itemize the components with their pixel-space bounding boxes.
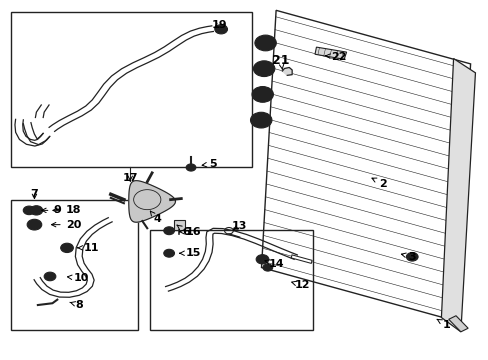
Circle shape [61, 243, 73, 252]
Polygon shape [314, 47, 346, 59]
Text: 22: 22 [325, 52, 346, 62]
Text: 15: 15 [180, 248, 201, 258]
Circle shape [250, 112, 271, 128]
Text: 7: 7 [31, 189, 38, 199]
Circle shape [263, 264, 272, 271]
Polygon shape [128, 181, 175, 222]
Circle shape [186, 164, 196, 171]
Circle shape [253, 61, 274, 77]
Text: 16: 16 [180, 227, 201, 237]
Polygon shape [441, 59, 474, 332]
Text: 5: 5 [202, 159, 216, 169]
Circle shape [163, 227, 174, 235]
Text: 9: 9 [41, 205, 61, 215]
Circle shape [254, 35, 276, 51]
Text: 6: 6 [177, 225, 190, 237]
Text: 17: 17 [122, 173, 138, 183]
Text: 4: 4 [150, 211, 161, 224]
Text: 1: 1 [436, 319, 449, 330]
Text: 14: 14 [264, 259, 284, 269]
Circle shape [23, 206, 35, 215]
Text: 13: 13 [231, 221, 247, 231]
Circle shape [44, 272, 56, 281]
Circle shape [30, 206, 42, 215]
Bar [11, 200, 137, 330]
Text: 21: 21 [272, 54, 289, 69]
Text: 19: 19 [211, 19, 226, 30]
Text: 11: 11 [78, 243, 99, 253]
Text: 3: 3 [401, 252, 415, 262]
Text: 2: 2 [371, 178, 386, 189]
Circle shape [163, 249, 174, 257]
Circle shape [214, 24, 227, 34]
Bar [11, 12, 251, 167]
Bar [174, 220, 184, 230]
Text: 12: 12 [291, 280, 310, 291]
Polygon shape [282, 67, 291, 75]
Circle shape [406, 252, 417, 261]
Circle shape [27, 219, 41, 230]
Circle shape [251, 86, 273, 102]
Bar [149, 230, 312, 330]
Text: 18: 18 [53, 205, 81, 215]
Text: 20: 20 [51, 220, 81, 230]
Polygon shape [448, 316, 467, 332]
Text: 10: 10 [67, 273, 89, 283]
Circle shape [256, 255, 268, 264]
Text: 8: 8 [70, 300, 83, 310]
